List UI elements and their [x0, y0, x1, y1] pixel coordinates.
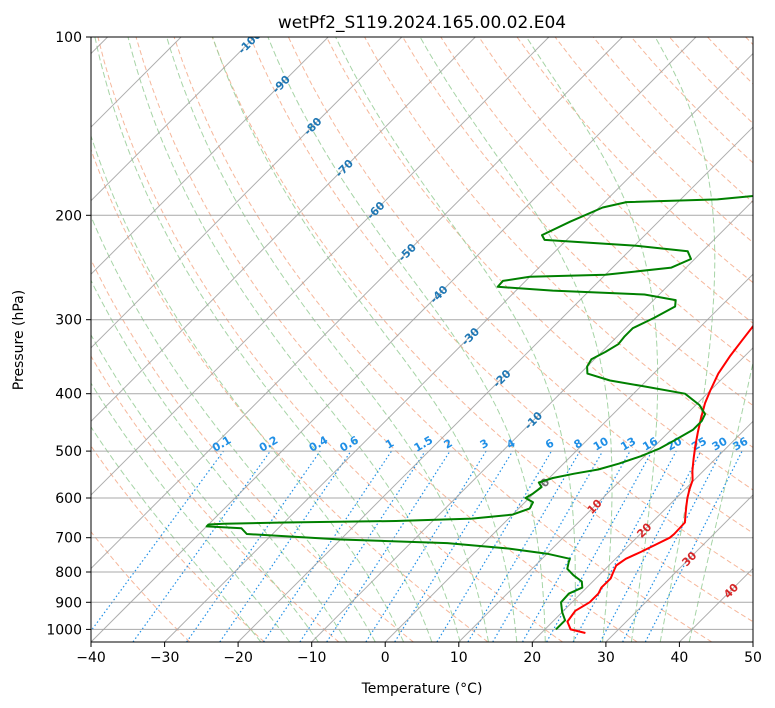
- mixing-ratio-line: [326, 450, 451, 642]
- dry-adiabat: [97, 37, 563, 642]
- mixing-ratio-line: [394, 450, 514, 642]
- y-tick-label: 800: [55, 565, 82, 581]
- dry-adiabat: [135, 37, 638, 642]
- moist-adiabat: [91, 333, 319, 642]
- moist-adiabat: [91, 382, 291, 642]
- mixing-ratio-line: [365, 450, 487, 642]
- x-tick-label: 0: [381, 650, 390, 666]
- y-tick-label: 600: [55, 491, 82, 507]
- x-tick-label: 50: [744, 650, 762, 666]
- dry-adiabat: [516, 37, 753, 284]
- temperature-line: [566, 324, 753, 634]
- dry-adiabat: [91, 445, 265, 642]
- x-tick-label: −40: [76, 650, 106, 666]
- y-tick-label: 1000: [46, 622, 82, 638]
- isotherm-line: [91, 37, 403, 349]
- plot-frame: [90, 36, 754, 643]
- background-lines: [91, 37, 753, 642]
- x-tick-label: 20: [523, 650, 541, 666]
- y-tick-label: 300: [55, 313, 82, 329]
- y-tick-label: 400: [55, 387, 82, 403]
- isotherm-line: [91, 37, 697, 642]
- moist-adiabat: [335, 37, 576, 642]
- dry-adiabat: [91, 355, 340, 642]
- x-tick-label: 40: [670, 650, 688, 666]
- moist-adiabat: [127, 37, 461, 642]
- x-axis-label: Temperature (°C): [361, 681, 483, 697]
- x-axis: −40 −30 −20 −10 0 10 20 30 40 50: [76, 642, 762, 666]
- profiles: [205, 194, 753, 634]
- moist-adiabat: [688, 360, 753, 642]
- mixing-ratio-line: [521, 450, 631, 642]
- isotherm-line: [91, 37, 476, 423]
- moist-adiabat: [212, 37, 518, 642]
- pressure-grid: [91, 37, 753, 630]
- y-tick-label: 500: [55, 444, 82, 460]
- x-tick-label: 10: [450, 650, 468, 666]
- dry-adiabat: [478, 37, 753, 324]
- moist-adiabat: [91, 214, 376, 642]
- x-tick-label: −30: [150, 650, 180, 666]
- moist-adiabat: [525, 37, 659, 642]
- mixing-ratio-line: [492, 450, 604, 642]
- dry-adiabat: [402, 37, 753, 407]
- isotherm-line: [237, 126, 753, 642]
- y-tick-label: 900: [55, 595, 82, 611]
- moist-adiabat: [166, 37, 489, 642]
- dewpoint-line: [205, 194, 753, 631]
- isotherm-line: [164, 52, 753, 642]
- dry-adiabat: [91, 148, 489, 642]
- y-tick-label: 100: [55, 30, 82, 46]
- isotherm-line: [91, 37, 623, 570]
- y-axis: 100 200 300 400 500 600 700 800 900 1000: [46, 30, 91, 638]
- chart-title: wetPf2_S119.2024.165.00.02.E04: [278, 13, 566, 33]
- isotherm-line: [531, 420, 753, 642]
- x-tick-label: −20: [223, 650, 253, 666]
- moist-adiabat: [91, 134, 405, 642]
- isotherm-line: [384, 273, 753, 642]
- moist-adiabat: [94, 37, 433, 642]
- x-tick-label: −10: [297, 650, 327, 666]
- dry-adiabat: [211, 37, 753, 623]
- moist-adiabat: [419, 37, 613, 642]
- dry-adiabat: [91, 531, 191, 642]
- isotherm-line: [91, 37, 329, 275]
- dry-adiabat: [249, 37, 753, 578]
- moist-adiabat: [91, 279, 348, 642]
- y-tick-label: 200: [55, 208, 82, 224]
- mixing-ratio-line: [572, 450, 677, 642]
- y-tick-label: 700: [55, 531, 82, 547]
- moist-adiabat: [654, 37, 716, 642]
- isotherm-line: [91, 37, 256, 202]
- mixing-ratio-line: [436, 450, 553, 642]
- isotherm-line: [605, 494, 753, 642]
- isotherm-line: [91, 37, 550, 496]
- isotherm-line: [458, 347, 753, 642]
- mixing-ratio-line: [186, 450, 321, 642]
- x-tick-label: 30: [597, 650, 615, 666]
- mixing-ratio-line: [467, 450, 581, 642]
- mixing-ratio-line: [219, 450, 352, 642]
- moist-adiabat: [267, 37, 546, 642]
- y-axis-label: Pressure (hPa): [11, 290, 27, 390]
